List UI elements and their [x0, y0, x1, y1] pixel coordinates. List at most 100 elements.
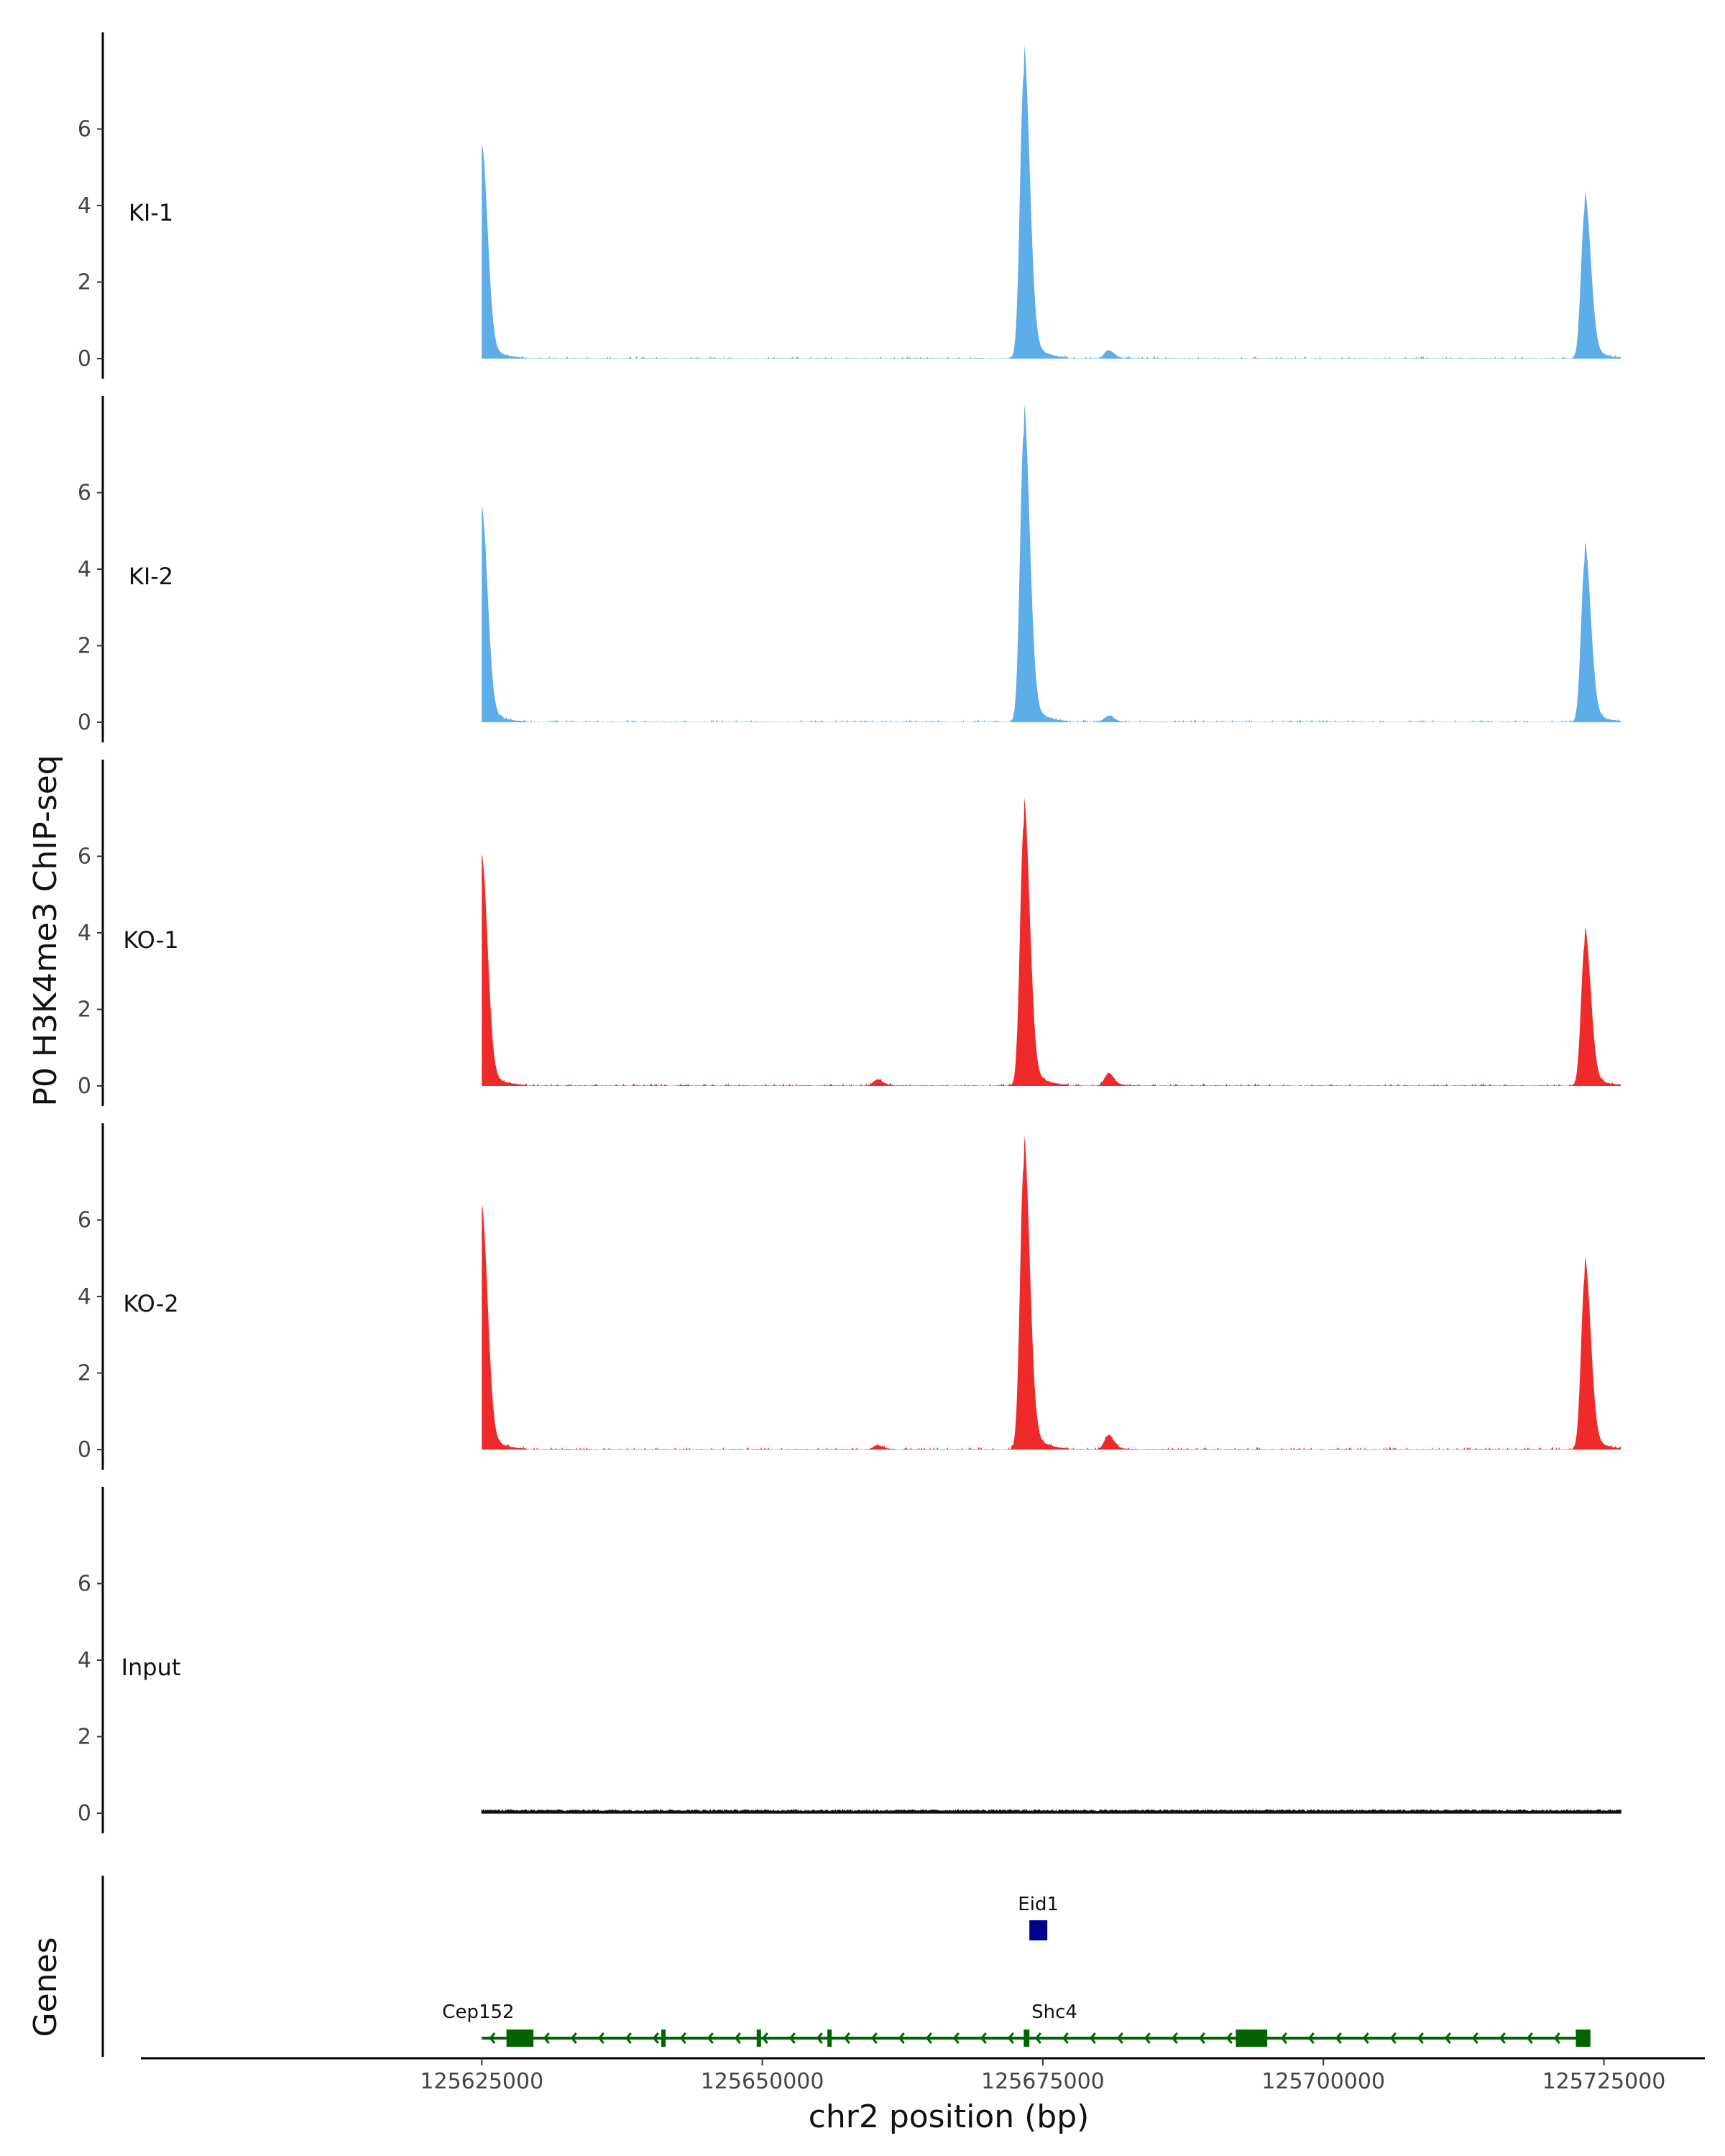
genes-axis-title: Genes [27, 1937, 64, 2037]
strand-arrow-icon [1553, 2032, 1560, 2044]
y-tick-label: 0 [78, 1074, 91, 1099]
strand-arrow-icon [980, 2032, 987, 2044]
strand-arrow-icon [788, 2032, 796, 2044]
strand-arrow-icon [898, 2032, 905, 2044]
strand-arrow-icon [597, 2032, 604, 2044]
strand-arrow-icon [1007, 2032, 1014, 2044]
y-tick-label: 4 [78, 1648, 91, 1673]
signal-area [482, 1135, 1622, 1450]
track-ki-2: 0 2 4 6 KI-2 [78, 396, 1622, 742]
y-tick-label: 4 [78, 193, 91, 218]
y-tick-label: 0 [78, 710, 91, 735]
strand-arrow-icon [570, 2032, 577, 2044]
signal-tracks: 0 2 4 6 KI-1 0 2 4 6 KI-2 0 2 4 6 KO-1 0 2 4 6 KO-2 0 2 4 6 Inpu… [78, 32, 1622, 1833]
x-axis-title: chr2 position (bp) [809, 2099, 1090, 2135]
exon [1024, 2030, 1030, 2047]
strand-arrow-icon [1198, 2032, 1205, 2044]
x-tick-label: 125625000 [420, 2069, 543, 2094]
strand-arrow-icon [1307, 2032, 1315, 2044]
gene-label: Eid1 [1018, 1894, 1059, 1915]
strand-arrow-icon [1417, 2032, 1424, 2044]
track-input: 0 2 4 6 Input [78, 1487, 1622, 1833]
y-tick-label: 2 [78, 634, 91, 659]
strand-arrow-icon [1499, 2032, 1506, 2044]
y-tick-label: 4 [78, 557, 91, 582]
strand-arrow-icon [870, 2032, 878, 2044]
strand-arrow-icon [1526, 2032, 1533, 2044]
strand-arrow-icon [761, 2032, 768, 2044]
exon [508, 2030, 534, 2047]
track-ko-2: 0 2 4 6 KO-2 [78, 1123, 1622, 1470]
y-tick-label: 2 [78, 998, 91, 1023]
strand-arrow-icon [1444, 2032, 1451, 2044]
strand-arrow-icon [1171, 2032, 1178, 2044]
strand-arrow-icon [543, 2032, 550, 2044]
strand-arrow-icon [1144, 2032, 1151, 2044]
strand-arrow-icon [489, 2032, 496, 2044]
exon [1236, 2030, 1268, 2047]
y-tick-label: 0 [78, 1437, 91, 1462]
exon [1576, 2030, 1591, 2047]
exon [1029, 1920, 1048, 1940]
strand-arrow-icon [1034, 2032, 1041, 2044]
x-tick-label: 125700000 [1261, 2069, 1385, 2094]
strand-arrow-icon [707, 2032, 714, 2044]
strand-arrow-icon [1471, 2032, 1478, 2044]
strand-arrow-icon [734, 2032, 741, 2044]
exon [756, 2030, 761, 2047]
strand-arrow-icon [1116, 2032, 1123, 2044]
y-tick-label: 6 [78, 1572, 91, 1597]
track-label: KI-1 [129, 199, 173, 226]
strand-arrow-icon [1362, 2032, 1369, 2044]
strand-arrow-icon [652, 2032, 659, 2044]
y-tick-label: 4 [78, 1284, 91, 1309]
signal-area [482, 45, 1622, 359]
strand-arrow-icon [952, 2032, 960, 2044]
strand-arrow-icon [1089, 2032, 1096, 2044]
strand-arrow-icon [1280, 2032, 1287, 2044]
strand-arrow-icon [679, 2032, 686, 2044]
strand-arrow-icon [925, 2032, 932, 2044]
x-tick-label: 125650000 [701, 2069, 824, 2094]
strand-arrow-icon [816, 2032, 823, 2044]
strand-arrow-icon [1225, 2032, 1233, 2044]
strand-arrow-icon [625, 2032, 632, 2044]
exon [827, 2030, 832, 2047]
y-tick-label: 6 [78, 481, 91, 506]
signal-area [482, 404, 1622, 722]
signal-area [481, 1808, 1622, 1814]
gene-label: Cep152 [442, 2001, 514, 2023]
gene-cep152: Cep152 [442, 2001, 515, 2047]
gene-label: Shc4 [1031, 2001, 1077, 2023]
track-label: KO-2 [123, 1290, 178, 1317]
track-label: KI-2 [129, 563, 173, 590]
y-tick-label: 6 [78, 117, 91, 142]
y-axis-title: P0 H3K4me3 ChIP-seq [27, 755, 64, 1106]
track-ki-1: 0 2 4 6 KI-1 [78, 32, 1622, 379]
y-tick-label: 6 [78, 844, 91, 870]
y-tick-label: 6 [78, 1208, 91, 1233]
gene-shc4: Shc4 [508, 2001, 1591, 2047]
exon [661, 2030, 666, 2047]
strand-arrow-icon [843, 2032, 850, 2044]
exon [506, 2030, 511, 2047]
x-tick-label: 125675000 [981, 2069, 1105, 2094]
y-tick-label: 2 [78, 1361, 91, 1386]
y-tick-label: 2 [78, 1725, 91, 1750]
strand-arrow-icon [1389, 2032, 1397, 2044]
y-tick-label: 2 [78, 270, 91, 295]
signal-area [482, 798, 1622, 1086]
y-tick-label: 4 [78, 921, 91, 946]
x-tick-label: 125725000 [1542, 2069, 1666, 2094]
y-tick-label: 0 [78, 346, 91, 372]
y-tick-label: 0 [78, 1801, 91, 1826]
track-label: Input [121, 1654, 181, 1681]
x-axis: 125625000 125650000 125675000 125700000 1257… [141, 2057, 1705, 2094]
track-label: KO-1 [123, 926, 178, 954]
track-ko-1: 0 2 4 6 KO-1 [78, 760, 1622, 1106]
gene-track: Eid1 Cep152 Shc4 [101, 1876, 1591, 2057]
strand-arrow-icon [1062, 2032, 1069, 2044]
strand-arrow-icon [1335, 2032, 1342, 2044]
gene-eid1: Eid1 [1018, 1894, 1059, 1940]
